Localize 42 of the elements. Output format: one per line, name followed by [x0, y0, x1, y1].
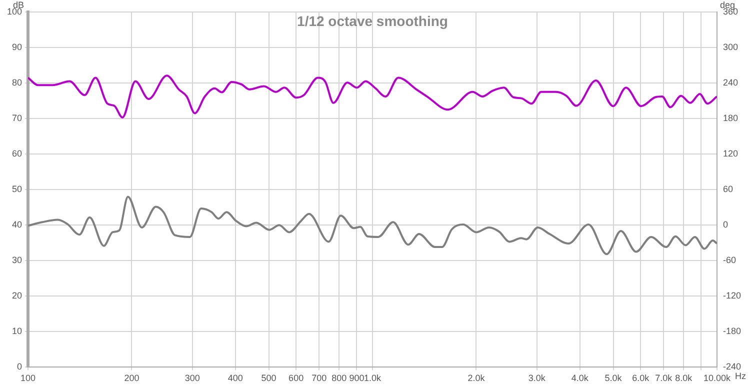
x-tick-label: 6.0k — [632, 373, 650, 384]
chart-title: 1/12 octave smoothing — [297, 12, 448, 29]
x-tick-label: 1.0k — [364, 373, 382, 384]
y-tick-label: 90 — [12, 42, 22, 52]
y-tick-label: 70 — [12, 113, 22, 124]
x-tick-label: 7.0k — [655, 373, 673, 384]
x-tick-label: 4.0k — [571, 373, 589, 384]
y2-tick-label: 120 — [722, 148, 738, 159]
y-tick-label: 0 — [17, 362, 22, 372]
x-tick-label: 10.00k — [703, 373, 731, 384]
y-axis-title: dB — [13, 0, 24, 10]
x-tick-label: 700 — [312, 373, 327, 384]
y2-tick-label: 0 — [722, 220, 728, 230]
x-axis-title: Hz — [734, 371, 746, 382]
x-tick-label: 300 — [184, 373, 200, 384]
x-tick-label: 400 — [228, 373, 243, 384]
x-tick-label: 900 — [349, 373, 364, 384]
y-tick-label: 40 — [12, 220, 22, 230]
x-tick-label: 200 — [124, 373, 140, 384]
y2-tick-label: -60 — [722, 255, 736, 266]
y2-tick-label: 60 — [722, 184, 733, 194]
y-tick-label: 10 — [12, 326, 22, 336]
x-tick-label: 8.0k — [675, 373, 693, 384]
y-tick-label: 50 — [12, 184, 22, 194]
y2-tick-label: 180 — [722, 113, 738, 124]
y2-axis-title: deg — [720, 0, 736, 10]
x-tick-label: 2.0k — [468, 373, 486, 384]
y2-tick-label: -240 — [722, 362, 741, 372]
y2-tick-label: 300 — [722, 42, 738, 52]
y2-tick-label: -120 — [722, 290, 741, 301]
x-tick-label: 100 — [20, 373, 36, 384]
x-tick-label: 800 — [332, 373, 347, 384]
y-tick-label: 60 — [12, 148, 22, 159]
x-tick-label: 5.0k — [604, 373, 622, 384]
y-tick-label: 30 — [12, 255, 22, 266]
x-tick-label: 500 — [261, 373, 276, 384]
y-tick-label: 20 — [12, 290, 22, 301]
x-tick-label: 3.0k — [528, 373, 546, 384]
y2-tick-label: -180 — [722, 326, 741, 336]
y2-tick-label: 240 — [722, 78, 738, 88]
y-tick-label: 80 — [12, 78, 22, 88]
x-tick-label: 600 — [288, 373, 304, 384]
